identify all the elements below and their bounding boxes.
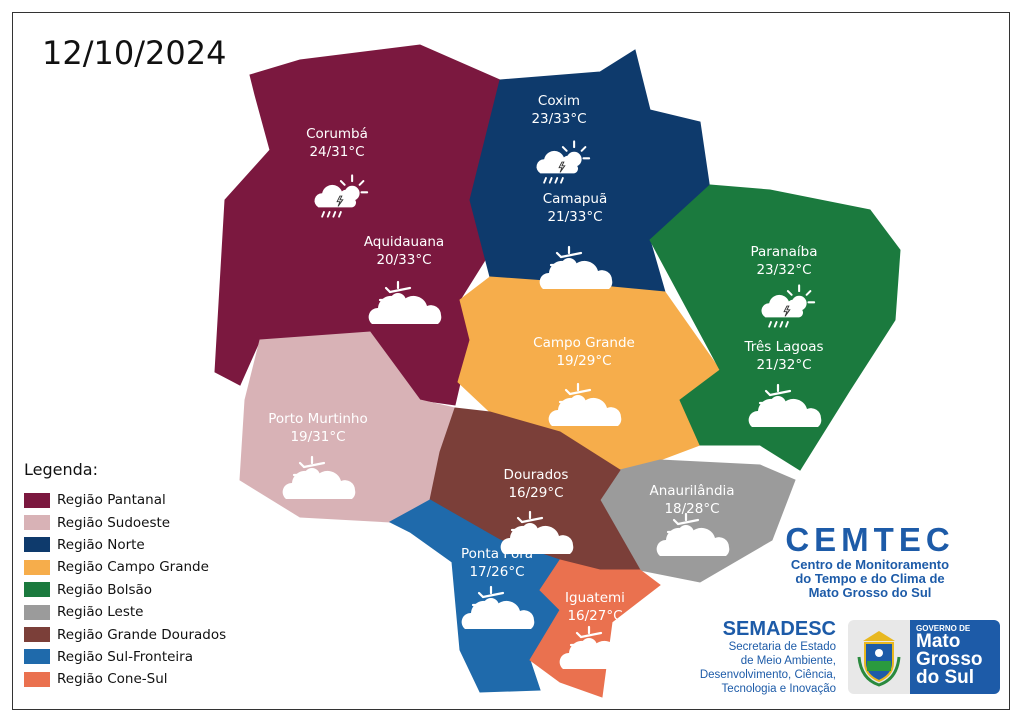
city-label: Três Lagoas 21/32°C	[744, 338, 823, 374]
city-name: Porto Murtinho	[268, 411, 368, 427]
cemtec-title: CEMTEC	[785, 521, 955, 558]
cemtec-logo: CEMTEC Centro de Monitoramento do Tempo …	[770, 522, 970, 600]
legend-label: Região Leste	[57, 604, 144, 621]
city-label: Iguatemi 16/27°C	[565, 589, 625, 625]
legend-label: Região Sul-Fronteira	[57, 648, 193, 665]
legend-swatch	[24, 492, 50, 508]
storm-sun-icon	[531, 138, 591, 192]
cemtec-line: do Tempo e do Clima de	[795, 571, 945, 586]
partly-cloudy-icon	[559, 625, 639, 675]
legend-swatch	[24, 649, 50, 665]
legend-item-campo-grande: Região Campo Grande	[24, 556, 226, 578]
partly-cloudy-icon	[282, 455, 362, 505]
storm-sun-icon	[756, 282, 816, 336]
legend-swatch	[24, 515, 50, 531]
city-temperature: 21/32°C	[756, 357, 812, 373]
coat-of-arms-icon	[848, 620, 910, 694]
city-temperature: 18/28°C	[664, 501, 720, 517]
legend-title: Legenda:	[24, 460, 98, 479]
legend-item-pantanal: Região Pantanal	[24, 489, 226, 511]
city-label: Coxim 23/33°C	[531, 92, 586, 128]
semadesc-line: Tecnologia e Inovação	[721, 683, 836, 695]
city-label: Porto Murtinho 19/31°C	[268, 410, 367, 446]
partly-cloudy-icon	[500, 510, 580, 560]
partly-cloudy-icon	[461, 585, 541, 635]
forecast-date: 12/10/2024	[42, 34, 227, 72]
legend-item-cone-sul: Região Cone-Sul	[24, 668, 226, 690]
legend-swatch	[24, 582, 50, 598]
legend-swatch	[24, 537, 50, 553]
legend-item-grande-dourados: Região Grande Dourados	[24, 623, 226, 645]
city-temperature: 24/31°C	[309, 144, 365, 160]
city-name: Aquidauana	[363, 234, 445, 250]
legend-item-sudoeste: Região Sudoeste	[24, 511, 226, 533]
city-name: Camapuã	[542, 191, 608, 207]
legend-swatch	[24, 604, 50, 620]
city-label: Paranaíba 23/32°C	[750, 243, 817, 279]
storm-sun-icon	[309, 172, 369, 226]
cemtec-line: Centro de Monitoramento	[790, 557, 950, 572]
governo-ms-logo: GOVERNO DE Mato Grosso do Sul	[848, 620, 1000, 694]
city-label: Camapuã 21/33°C	[543, 190, 608, 226]
city-temperature: 20/33°C	[376, 252, 432, 268]
legend-label: Região Cone-Sul	[57, 671, 168, 688]
gov-line: Mato	[916, 631, 961, 652]
partly-cloudy-icon	[539, 245, 619, 295]
legend-swatch	[24, 627, 50, 643]
semadesc-line: de Meio Ambiente,	[740, 655, 836, 667]
legend-item-sul-fronteira: Região Sul-Fronteira	[24, 646, 226, 668]
semadesc-line: Secretaria de Estado	[728, 641, 836, 653]
legend-label: Região Pantanal	[57, 492, 166, 509]
partly-cloudy-icon	[656, 512, 736, 562]
city-name: Paranaíba	[750, 244, 818, 260]
city-name: Iguatemi	[565, 590, 625, 606]
partly-cloudy-icon	[548, 382, 628, 432]
gov-line: Grosso	[916, 649, 983, 670]
city-name: Dourados	[503, 467, 569, 483]
city-temperature: 17/26°C	[469, 564, 525, 580]
city-name: Ponta Porã	[460, 546, 534, 562]
semadesc-title: SEMADESC	[722, 618, 836, 640]
legend-label: Região Bolsão	[57, 581, 153, 598]
partly-cloudy-icon	[748, 383, 828, 433]
city-name: Anaurilândia	[649, 483, 735, 499]
city-temperature: 16/29°C	[508, 485, 564, 501]
gov-line: do Sul	[916, 667, 975, 688]
gov-small: GOVERNO DE	[916, 624, 971, 633]
city-label: Anaurilândia 18/28°C	[649, 482, 734, 518]
legend-item-leste: Região Leste	[24, 601, 226, 623]
partly-cloudy-icon	[368, 280, 448, 330]
legend: Legenda: Região Pantanal Região Sudoeste R…	[24, 460, 226, 691]
legend-label: Região Sudoeste	[57, 514, 171, 531]
city-name: Três Lagoas	[744, 339, 824, 355]
city-label: Aquidauana 20/33°C	[364, 233, 444, 269]
semadesc-logo: SEMADESC Secretaria de Estado de Meio Am…	[690, 618, 836, 696]
legend-label: Região Campo Grande	[57, 559, 209, 576]
city-temperature: 21/33°C	[547, 209, 603, 225]
frame	[12, 12, 1010, 710]
city-name: Campo Grande	[533, 335, 635, 351]
legend-label: Região Norte	[57, 536, 145, 553]
city-temperature: 19/31°C	[290, 429, 346, 445]
city-temperature: 23/32°C	[756, 262, 812, 278]
legend-item-norte: Região Norte	[24, 534, 226, 556]
legend-swatch	[24, 671, 50, 687]
city-temperature: 19/29°C	[556, 353, 612, 369]
city-name: Corumbá	[306, 126, 368, 142]
city-name: Coxim	[537, 93, 581, 109]
city-label: Ponta Porã 17/26°C	[461, 545, 533, 581]
legend-item-bolsao: Região Bolsão	[24, 579, 226, 601]
semadesc-line: Desenvolvimento, Ciência,	[699, 669, 836, 681]
cemtec-line: Mato Grosso do Sul	[808, 585, 932, 600]
city-label: Corumbá 24/31°C	[306, 125, 368, 161]
legend-swatch	[24, 559, 50, 575]
city-temperature: 23/33°C	[531, 111, 587, 127]
city-temperature: 16/27°C	[567, 608, 623, 624]
city-label: Dourados 16/29°C	[504, 466, 569, 502]
legend-label: Região Grande Dourados	[57, 626, 227, 643]
city-label: Campo Grande 19/29°C	[533, 334, 635, 370]
